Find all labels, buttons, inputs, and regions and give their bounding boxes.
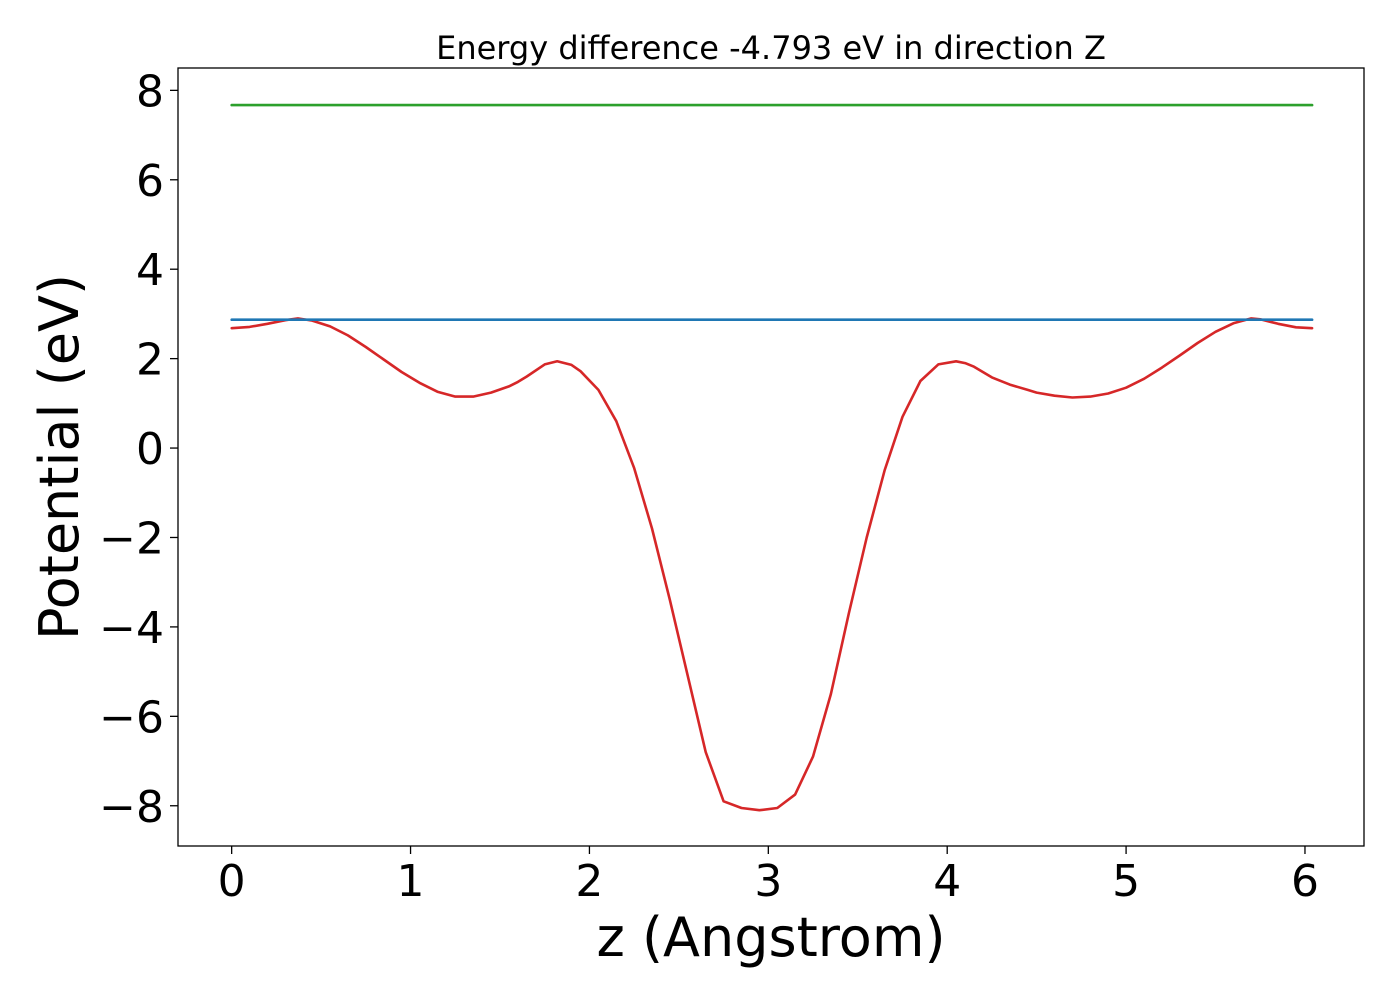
chart-title: Energy difference -4.793 eV in direction… (436, 29, 1106, 67)
series-line-1 (230, 317, 1314, 812)
x-tick-label: 1 (397, 856, 425, 907)
y-axis-ticks: −8 −6 −4 −2 0 2 4 6 8 (99, 66, 178, 833)
y-tick-label: 4 (136, 245, 164, 296)
x-axis-label: z (Angstrom) (596, 906, 945, 969)
x-tick-label: 0 (218, 856, 246, 907)
x-axis-ticks: 0 1 2 3 4 5 6 (218, 846, 1319, 907)
y-axis-label: Potential (eV) (28, 274, 91, 640)
y-tick-label: 2 (136, 335, 164, 386)
y-tick-label: 6 (136, 156, 164, 207)
x-tick-label: 6 (1291, 856, 1319, 907)
y-tick-label: −4 (99, 603, 164, 654)
y-tick-label: 0 (136, 424, 164, 475)
x-tick-label: 3 (754, 856, 782, 907)
x-tick-label: 2 (575, 856, 603, 907)
x-tick-label: 4 (933, 856, 961, 907)
series-layer (230, 103, 1314, 812)
y-tick-label: −2 (99, 513, 164, 564)
plot-frame (177, 67, 1365, 847)
plot-area (178, 68, 1364, 846)
y-tick-label: 8 (136, 66, 164, 117)
x-tick-label: 5 (1112, 856, 1140, 907)
y-tick-label: −6 (99, 692, 164, 743)
y-tick-label: −8 (99, 782, 164, 833)
